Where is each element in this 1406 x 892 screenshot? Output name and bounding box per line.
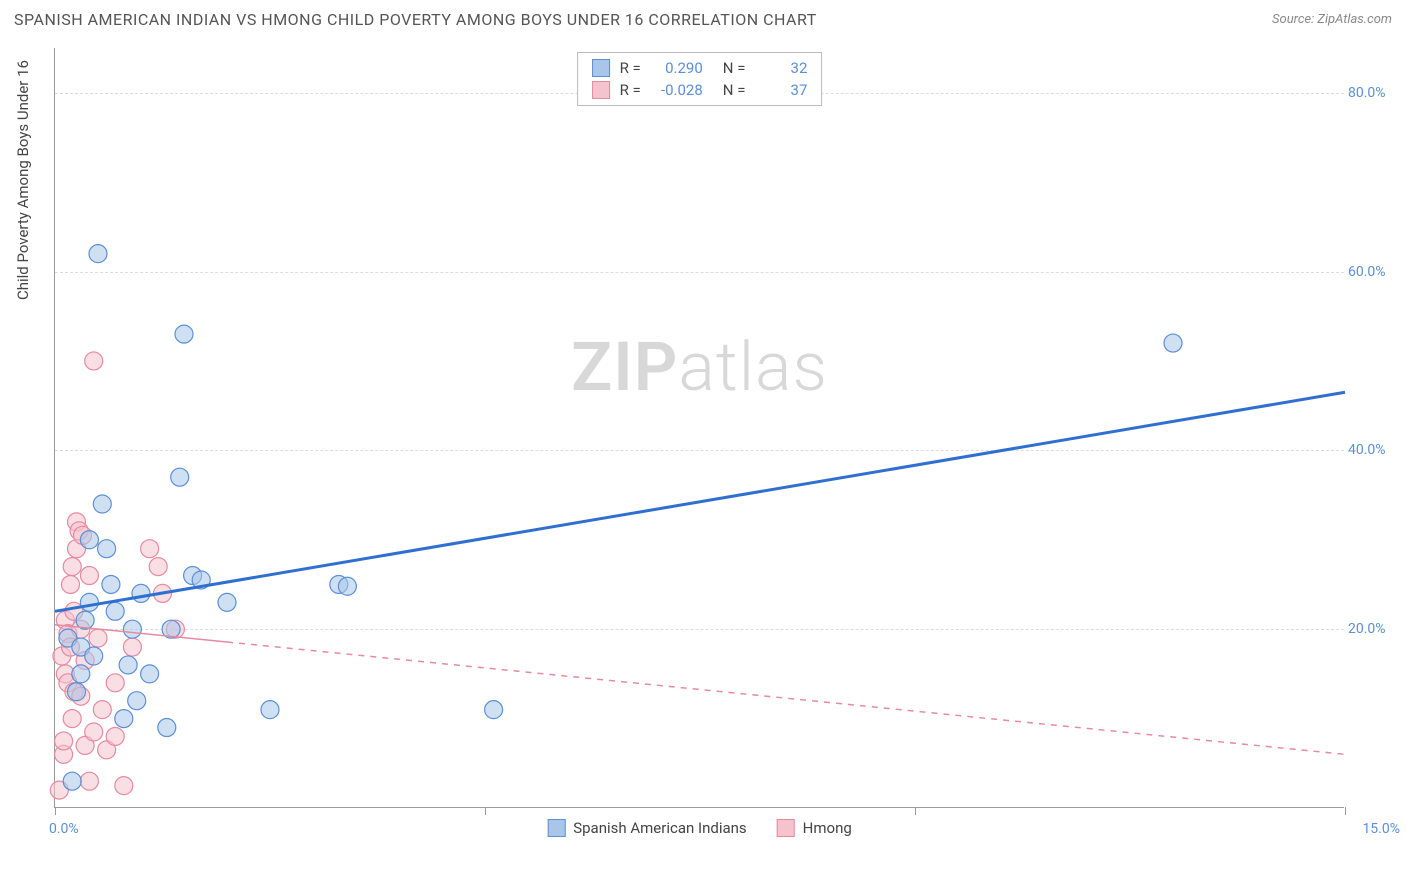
series1-swatch-bottom — [547, 819, 565, 837]
series2-swatch-bottom — [777, 819, 795, 837]
data-point — [115, 777, 133, 795]
data-point — [80, 567, 98, 585]
r-label-1: R = — [620, 59, 641, 77]
data-point — [63, 558, 81, 576]
data-point — [123, 638, 141, 656]
y-tick-label: 80.0% — [1348, 85, 1400, 101]
data-point — [115, 710, 133, 728]
n-label-2: N = — [723, 81, 746, 99]
data-point — [128, 692, 146, 710]
y-tick-label: 20.0% — [1348, 621, 1400, 637]
x-max-label: 15.0% — [1362, 821, 1400, 837]
n-label-1: N = — [723, 59, 746, 77]
data-point — [93, 701, 111, 719]
r-label-2: R = — [620, 81, 641, 99]
data-point — [85, 723, 103, 741]
data-point — [218, 593, 236, 611]
data-point — [72, 665, 90, 683]
y-tick-label: 40.0% — [1348, 442, 1400, 458]
x-tick — [55, 807, 56, 815]
data-point — [80, 531, 98, 549]
x-tick — [1345, 807, 1346, 815]
y-axis-label: Child Poverty Among Boys Under 16 — [14, 60, 32, 300]
legend-bottom: Spanish American Indians Hmong — [547, 819, 852, 837]
data-point — [141, 665, 159, 683]
data-point — [89, 629, 107, 647]
series2-name: Hmong — [803, 819, 852, 837]
data-point — [89, 245, 107, 263]
trend-line — [55, 392, 1345, 611]
scatter-svg — [55, 48, 1344, 807]
data-point — [1164, 334, 1182, 352]
data-point — [63, 772, 81, 790]
data-point — [98, 540, 116, 558]
data-point — [63, 710, 81, 728]
x-tick — [915, 807, 916, 815]
series1-swatch — [592, 59, 610, 77]
data-point — [338, 577, 356, 595]
y-tick-label: 60.0% — [1348, 264, 1400, 280]
data-point — [106, 602, 124, 620]
data-point — [175, 325, 193, 343]
series1-name: Spanish American Indians — [573, 819, 746, 837]
data-point — [106, 674, 124, 692]
chart-title: SPANISH AMERICAN INDIAN VS HMONG CHILD P… — [14, 10, 817, 29]
r-value-1: 0.290 — [651, 59, 703, 77]
title-bar: SPANISH AMERICAN INDIAN VS HMONG CHILD P… — [14, 10, 1392, 29]
data-point — [80, 593, 98, 611]
data-point — [93, 495, 111, 513]
source-label: Source: ZipAtlas.com — [1272, 12, 1392, 27]
data-point — [85, 647, 103, 665]
data-point — [261, 701, 279, 719]
legend-stats-row-2: R = -0.028 N = 37 — [592, 79, 808, 101]
data-point — [132, 584, 150, 602]
data-point — [61, 575, 79, 593]
plot-area: ZIPatlas 20.0%40.0%60.0%80.0% R = 0.290 … — [54, 48, 1344, 808]
n-value-1: 32 — [755, 59, 807, 77]
data-point — [80, 772, 98, 790]
legend-stats-box: R = 0.290 N = 32 R = -0.028 N = 37 — [577, 52, 823, 106]
data-point — [102, 575, 120, 593]
data-point — [106, 727, 124, 745]
data-point — [158, 719, 176, 737]
x-min-label: 0.0% — [49, 821, 79, 837]
data-point — [123, 620, 141, 638]
data-point — [119, 656, 137, 674]
x-tick — [485, 807, 486, 815]
data-point — [55, 732, 73, 750]
legend-item-2: Hmong — [777, 819, 852, 837]
trend-line-dashed — [227, 642, 1345, 754]
legend-stats-row-1: R = 0.290 N = 32 — [592, 57, 808, 79]
r-value-2: -0.028 — [651, 81, 703, 99]
n-value-2: 37 — [755, 81, 807, 99]
data-point — [485, 701, 503, 719]
legend-item-1: Spanish American Indians — [547, 819, 746, 837]
data-point — [141, 540, 159, 558]
data-point — [85, 352, 103, 370]
data-point — [171, 468, 189, 486]
data-point — [149, 558, 167, 576]
series2-swatch — [592, 81, 610, 99]
data-point — [68, 683, 86, 701]
